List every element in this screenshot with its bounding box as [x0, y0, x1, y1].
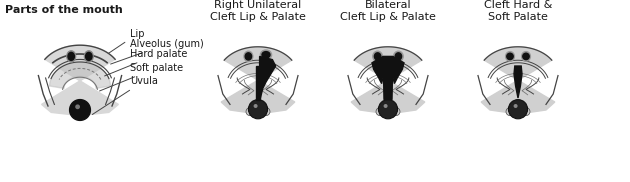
Text: Soft Palate: Soft Palate: [488, 12, 548, 22]
Circle shape: [75, 104, 80, 109]
Text: Cleft Lip & Palate: Cleft Lip & Palate: [210, 12, 306, 22]
Circle shape: [246, 108, 254, 116]
Ellipse shape: [374, 53, 381, 60]
Circle shape: [69, 100, 90, 120]
Text: Bilateral: Bilateral: [365, 0, 411, 10]
Polygon shape: [221, 47, 295, 114]
Ellipse shape: [67, 51, 76, 62]
Circle shape: [392, 108, 400, 116]
Text: Alveolus (gum): Alveolus (gum): [111, 39, 203, 64]
Polygon shape: [383, 56, 392, 100]
Ellipse shape: [394, 51, 403, 62]
Polygon shape: [481, 47, 555, 114]
Ellipse shape: [244, 51, 253, 62]
Text: Uvula: Uvula: [93, 76, 158, 114]
Polygon shape: [351, 47, 425, 114]
Circle shape: [508, 100, 527, 119]
Polygon shape: [42, 45, 118, 116]
Text: Cleft Lip & Palate: Cleft Lip & Palate: [340, 12, 436, 22]
Circle shape: [513, 104, 518, 108]
Ellipse shape: [507, 53, 513, 60]
Text: Cleft Hard &: Cleft Hard &: [484, 0, 552, 10]
Ellipse shape: [260, 50, 272, 60]
Polygon shape: [372, 56, 384, 84]
Polygon shape: [50, 62, 110, 88]
Ellipse shape: [506, 52, 515, 61]
Text: Soft palate: Soft palate: [100, 63, 183, 91]
Circle shape: [506, 108, 514, 116]
Polygon shape: [260, 56, 275, 100]
Text: Hard palate: Hard palate: [105, 49, 187, 76]
Text: Lip: Lip: [108, 29, 144, 54]
Circle shape: [522, 108, 530, 116]
Circle shape: [254, 104, 258, 108]
Ellipse shape: [262, 52, 270, 58]
Ellipse shape: [523, 53, 529, 60]
Text: Parts of the mouth: Parts of the mouth: [5, 5, 123, 15]
Circle shape: [376, 108, 384, 116]
Ellipse shape: [373, 51, 382, 62]
Ellipse shape: [86, 52, 92, 60]
Circle shape: [379, 100, 398, 119]
Circle shape: [262, 108, 270, 116]
Ellipse shape: [395, 53, 401, 60]
Ellipse shape: [522, 52, 530, 61]
Polygon shape: [256, 66, 260, 100]
Polygon shape: [392, 56, 404, 84]
Polygon shape: [514, 66, 522, 98]
Text: Right Unilateral: Right Unilateral: [214, 0, 302, 10]
Ellipse shape: [68, 52, 74, 60]
Circle shape: [384, 104, 387, 108]
Ellipse shape: [245, 53, 251, 60]
Ellipse shape: [84, 51, 93, 62]
Circle shape: [248, 100, 268, 119]
